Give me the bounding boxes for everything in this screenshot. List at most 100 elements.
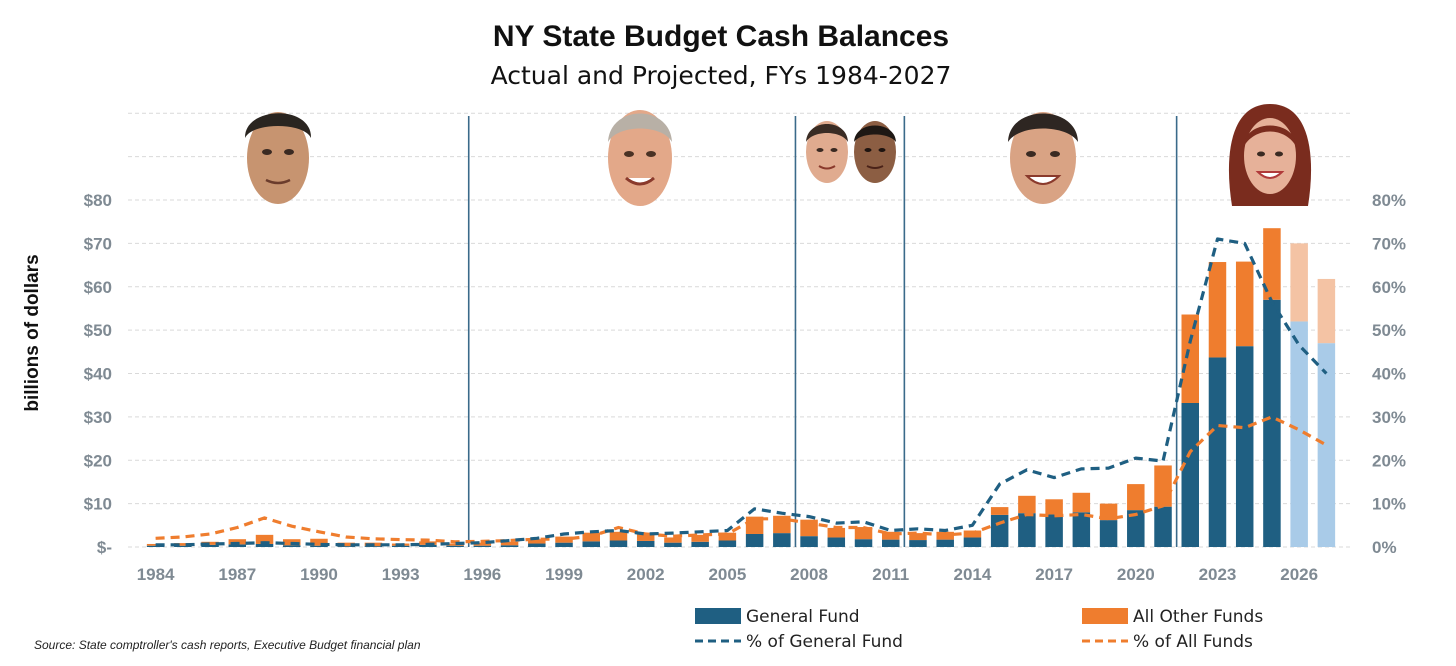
bar-general-fund [1235,346,1254,547]
y2-tick-label: 80% [1372,191,1406,210]
portrait-2 [608,110,672,206]
bar-general-fund [228,544,247,547]
legend-label-pct-general-fund: % of General Fund [746,632,903,652]
source-note: Source: State comptroller's cash reports… [34,638,421,652]
bar-general-fund [800,536,818,547]
bar-general-fund [1290,321,1308,547]
y-tick-label: $- [97,538,112,557]
bar-all-other-funds [1018,495,1036,514]
bar-all-other-funds [1235,261,1254,347]
portrait-6 [1228,104,1312,206]
x-tick-label: 1999 [545,565,583,584]
legend-pct-all-funds: % of All Funds [1082,632,1253,652]
bar-general-fund [745,533,764,547]
x-tick-label: 2011 [872,565,909,584]
bar-general-fund [882,539,900,547]
x-tick-label: 2008 [790,565,828,584]
bar-general-fund [963,537,982,547]
bar-all-other-funds [664,537,682,543]
bar-all-other-funds [1263,228,1281,300]
bar-general-fund [310,545,328,547]
x-tick-label: 1996 [463,565,501,584]
bar-general-fund [500,545,519,547]
bar-all-other-funds [528,539,546,544]
bar-all-other-funds [909,533,927,541]
y-tick-label: $40 [84,365,112,384]
bar-all-other-funds [337,542,355,547]
legend-general-fund: General Fund [695,607,860,627]
bar-general-fund [691,541,709,547]
y2-tick-label: 10% [1372,495,1406,514]
bar-all-other-funds [1127,484,1145,511]
bar-all-other-funds [1317,278,1336,344]
bar-all-other-funds [990,507,1009,515]
bar-general-fund [1072,512,1091,547]
bar-general-fund [528,543,546,547]
bar-general-fund [664,542,682,547]
y-axis-label: billions of dollars [22,254,43,411]
x-tick-label: 2026 [1280,565,1318,584]
bar-general-fund [364,546,383,547]
x-tick-label: 2017 [1035,565,1073,584]
x-axis-ticks: 1984 1987 1990 1993 1996 1999 2002 2005 2008 2011… [137,565,1318,584]
y-axis-right-ticks: 0% 10% 20% 30% 40% 50% 60% 70% 80% [1372,191,1406,557]
portrait-5 [1008,112,1078,204]
y2-tick-label: 60% [1372,278,1406,297]
bar-series [146,228,1336,547]
bar-all-other-funds [1099,503,1118,521]
bar-all-other-funds [882,531,900,540]
y-axis-left-ticks: $- $10 $20 $30 $40 $50 $60 $70 $80 [84,191,112,557]
y2-tick-label: 0% [1372,538,1397,557]
bar-general-fund [337,546,355,547]
x-tick-label: 2005 [708,565,746,584]
gridlines [128,112,1352,548]
bar-general-fund [1181,402,1199,547]
bar-general-fund [609,540,628,547]
bar-all-other-funds [827,527,846,538]
bar-general-fund [854,539,873,547]
bar-all-other-funds [228,539,247,545]
legend-swatch-all-other-funds [1082,608,1128,624]
bar-all-other-funds [1045,499,1063,515]
y-tick-label: $50 [84,321,112,340]
bar-all-other-funds [1181,314,1199,403]
x-tick-label: 1993 [382,565,420,584]
y-tick-label: $30 [84,408,112,427]
line-pct-all-funds [155,415,1328,544]
y2-tick-label: 30% [1372,408,1406,427]
bar-all-other-funds [473,542,492,546]
bar-general-fund [174,545,192,547]
bar-general-fund [201,544,219,547]
y-tick-label: $10 [84,495,112,514]
bar-all-other-funds [636,533,655,541]
bar-all-other-funds [691,534,709,542]
legend-label-general-fund: General Fund [746,607,860,627]
bar-general-fund [1208,357,1227,547]
bar-general-fund [718,540,737,547]
x-tick-label: 2002 [627,565,665,584]
bar-general-fund [1045,514,1063,547]
y-tick-label: $20 [84,451,112,470]
bar-general-fund [936,539,954,547]
bar-all-other-funds [174,543,192,546]
portrait-3 [806,121,848,183]
bar-general-fund [283,545,301,547]
bar-all-other-funds [1290,243,1308,322]
bar-general-fund [636,540,655,547]
portrait-4 [854,121,896,183]
bar-general-fund [1154,506,1172,547]
bar-general-fund [255,543,274,547]
bar-all-other-funds [1208,262,1227,358]
bar-all-other-funds [500,541,519,546]
bar-all-other-funds [1154,465,1172,507]
y-tick-label: $70 [84,234,112,253]
x-tick-label: 1990 [300,565,338,584]
y2-tick-label: 50% [1372,321,1406,340]
x-tick-label: 1984 [137,565,175,584]
bar-general-fund [446,545,464,547]
y2-tick-label: 20% [1372,451,1406,470]
bar-general-fund [909,540,927,547]
bar-all-other-funds [201,541,219,545]
chart-title: NY State Budget Cash Balances [493,20,949,53]
